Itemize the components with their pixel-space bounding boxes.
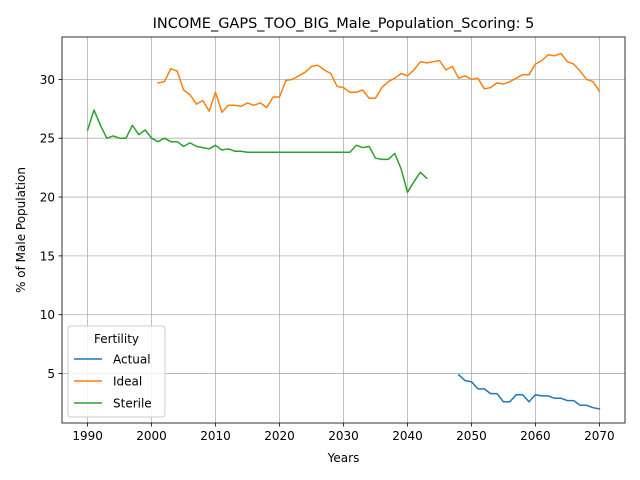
legend-label-sterile: Sterile (113, 397, 152, 411)
x-tick-label: 2040 (392, 429, 423, 443)
y-tick-label: 20 (40, 191, 55, 205)
x-tick-label: 2070 (584, 429, 615, 443)
series-line-sterile (86, 109, 428, 194)
legend-title: Fertility (94, 332, 139, 346)
x-tick-label: 2030 (328, 429, 359, 443)
axis-ticks: 1990 2000 2010 2020 2030 2040 2050 2060 20705101… (40, 73, 615, 443)
x-axis-label: Years (327, 451, 360, 465)
x-tick-label: 1990 (72, 429, 103, 443)
x-tick-label: 2050 (456, 429, 487, 443)
x-tick-label: 2060 (520, 429, 551, 443)
chart-title: INCOME_GAPS_TOO_BIG_Male_Population_Scor… (153, 16, 535, 32)
legend-label-actual: Actual (113, 353, 151, 367)
y-tick-label: 10 (40, 308, 55, 322)
y-tick-label: 25 (40, 132, 55, 146)
y-axis-label: % of Male Population (14, 167, 28, 293)
legend: Fertility Actual Ideal Sterile (67, 325, 166, 418)
legend-box (67, 325, 166, 418)
y-tick-label: 30 (40, 73, 55, 87)
legend-entries: Actual Ideal Sterile (74, 353, 152, 411)
y-tick-label: 15 (40, 249, 55, 263)
grid (62, 37, 625, 423)
x-tick-label: 2020 (264, 429, 295, 443)
series-line-ideal (157, 52, 601, 114)
x-tick-label: 2000 (136, 429, 167, 443)
series-lines (86, 52, 601, 410)
legend-label-ideal: Ideal (113, 375, 142, 389)
y-tick-label: 5 (47, 367, 55, 381)
x-tick-label: 2010 (200, 429, 231, 443)
series-line-actual (457, 373, 601, 410)
